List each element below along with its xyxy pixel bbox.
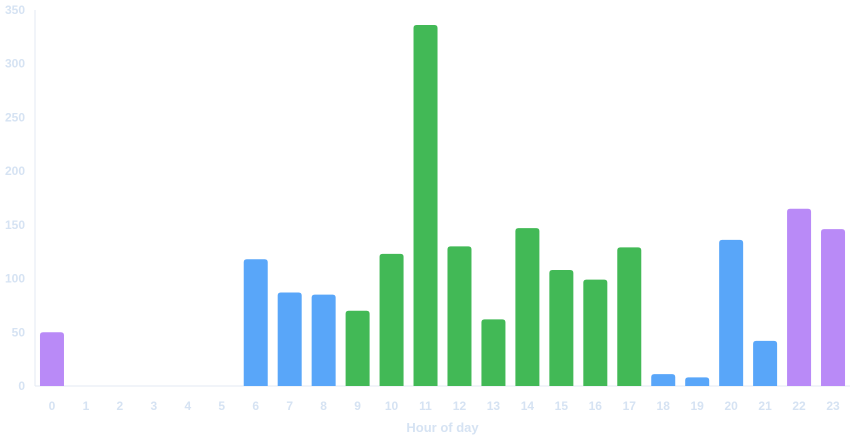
x-tick-label: 7: [286, 399, 293, 413]
bar-hour-8[interactable]: [311, 294, 336, 386]
bar-hour-14[interactable]: [515, 228, 540, 386]
y-tick-label: 150: [5, 218, 25, 232]
bar-hour-18[interactable]: [651, 374, 676, 386]
bar-hour-0[interactable]: [39, 332, 64, 386]
x-tick-label: 15: [555, 399, 569, 413]
x-tick-label: 10: [385, 399, 399, 413]
bar-hour-17[interactable]: [617, 247, 642, 386]
chart-bars: [39, 25, 846, 386]
y-tick-label: 50: [12, 325, 26, 339]
y-tick-label: 200: [5, 164, 25, 178]
chart-axes: [34, 10, 850, 387]
bar-hour-7[interactable]: [277, 292, 302, 386]
x-tick-label: 16: [589, 399, 603, 413]
bar-hour-15[interactable]: [549, 269, 574, 386]
bar-hour-20[interactable]: [719, 239, 744, 386]
x-tick-label: 8: [320, 399, 327, 413]
x-tick-label: 11: [419, 399, 432, 413]
x-tick-label: 0: [49, 399, 56, 413]
x-tick-label: 23: [826, 399, 840, 413]
bar-hour-16[interactable]: [583, 279, 608, 386]
bar-hour-6[interactable]: [243, 259, 268, 386]
x-tick-label: 5: [218, 399, 225, 413]
x-tick-label: 6: [252, 399, 259, 413]
y-tick-label: 350: [5, 3, 25, 17]
y-tick-label: 300: [5, 57, 25, 71]
x-tick-label: 18: [657, 399, 671, 413]
x-tick-label: 21: [758, 399, 772, 413]
bar-hour-9[interactable]: [345, 310, 370, 386]
x-axis-title: Hour of day: [406, 420, 479, 435]
bar-hour-22[interactable]: [787, 208, 812, 386]
bar-hour-19[interactable]: [685, 377, 710, 386]
x-tick-label: 20: [724, 399, 738, 413]
bar-hour-21[interactable]: [753, 340, 778, 386]
bar-hour-10[interactable]: [379, 253, 404, 386]
x-tick-label: 2: [117, 399, 124, 413]
x-tick-label: 22: [792, 399, 806, 413]
x-tick-label: 19: [691, 399, 705, 413]
x-tick-label: 12: [453, 399, 467, 413]
x-tick-label: 1: [83, 399, 90, 413]
bar-hour-12[interactable]: [447, 246, 472, 386]
x-tick-label: 4: [184, 399, 191, 413]
y-tick-label: 100: [5, 272, 25, 286]
x-tick-label: 3: [151, 399, 158, 413]
bar-hour-23[interactable]: [821, 229, 846, 386]
bar-hour-13[interactable]: [481, 319, 506, 386]
bar-hour-11[interactable]: [413, 25, 438, 386]
y-tick-label: 0: [18, 379, 25, 393]
x-tick-label: 9: [354, 399, 361, 413]
x-tick-label: 17: [623, 399, 637, 413]
x-tick-label: 13: [487, 399, 501, 413]
x-tick-label: 14: [521, 399, 535, 413]
y-tick-label: 250: [5, 110, 25, 124]
